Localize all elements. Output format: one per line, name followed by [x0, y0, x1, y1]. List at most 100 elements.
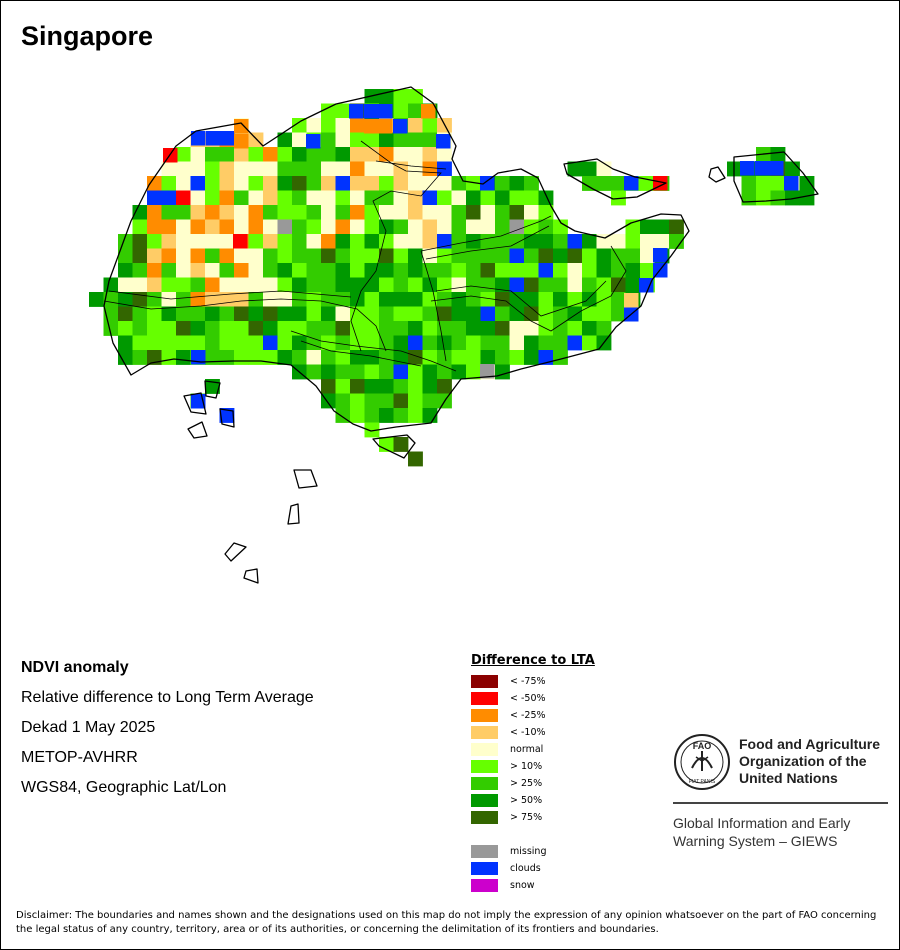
ndvi-pixel [422, 379, 438, 394]
ndvi-pixel [147, 234, 162, 249]
ndvi-pixel [161, 335, 177, 351]
district-line-central [350, 140, 442, 352]
ndvi-pixel [147, 321, 162, 336]
ndvi-pixel [335, 103, 351, 119]
ndvi-pixel [596, 234, 612, 249]
ndvi-pixel [451, 248, 467, 264]
ndvi-pixel [436, 134, 451, 149]
ndvi-pixel [408, 451, 423, 467]
ndvi-pixel [408, 161, 423, 177]
ndvi-pixel [582, 321, 597, 336]
ndvi-pixel [147, 335, 162, 351]
ndvi-pixel [378, 119, 393, 134]
legend-swatch [471, 726, 498, 739]
legend-swatch [471, 777, 498, 790]
ndvi-pixel [350, 263, 365, 278]
ndvi-pixel [422, 335, 438, 351]
ndvi-pixel [524, 277, 539, 293]
ndvi-pixel [480, 219, 496, 235]
ndvi-pixel [379, 234, 394, 249]
ndvi-pixel [480, 176, 495, 191]
ndvi-pixel [538, 248, 554, 264]
district-line-central-2 [375, 160, 447, 170]
ndvi-pixel [205, 335, 220, 351]
ndvi-pixel [335, 205, 351, 220]
ndvi-pixel [306, 234, 322, 249]
ndvi-pixel [379, 147, 394, 162]
ndvi-pixel [219, 219, 235, 235]
ndvi-pixel [437, 263, 452, 278]
ndvi-pixel [118, 248, 133, 264]
ndvi-pixel [306, 118, 322, 133]
ndvi-pixel [349, 104, 364, 119]
ndvi-pixel [321, 364, 336, 380]
ndvi-pixel [147, 277, 162, 293]
ndvi-pixel [248, 292, 264, 307]
ndvi-pixel [118, 263, 133, 278]
island-sw-2 [183, 392, 207, 415]
ndvi-pixel [292, 234, 307, 249]
ndvi-pixel [176, 176, 191, 191]
island-south-3 [224, 542, 247, 562]
ndvi-pixel [147, 219, 162, 235]
giews-name: Global Information and Early Warning Sys… [673, 815, 851, 849]
legend-extra: missing clouds snow [471, 843, 595, 894]
ndvi-pixel [321, 321, 336, 336]
ndvi-pixel [176, 205, 191, 220]
ndvi-pixel [234, 263, 249, 278]
ndvi-pixel [248, 248, 264, 264]
ndvi-pixel [538, 263, 554, 278]
ndvi-pixel [205, 190, 220, 206]
ndvi-pixel [408, 190, 423, 206]
legend-swatch [471, 879, 498, 892]
legend-item: > 10% [471, 758, 595, 775]
ndvi-pixel [306, 292, 322, 307]
ndvi-pixel [321, 219, 336, 235]
ndvi-pixel [234, 161, 249, 177]
country-boundaries [103, 86, 819, 584]
ndvi-pixel [393, 393, 409, 409]
ndvi-pixel [480, 350, 496, 365]
ndvi-pixel [335, 350, 351, 365]
ndvi-pixel [495, 263, 510, 278]
ndvi-pixel [393, 292, 409, 307]
ndvi-pixel [422, 292, 438, 307]
ndvi-pixel [567, 306, 583, 322]
ndvi-pixel [350, 205, 365, 220]
ndvi-pixel [132, 263, 148, 278]
ndvi-pixel [379, 89, 394, 104]
ndvi-pixel [306, 277, 322, 293]
ndvi-pixel [118, 277, 133, 293]
ndvi-pixel [437, 176, 452, 191]
ndvi-pixel [190, 205, 206, 220]
ndvi-pixel [524, 321, 539, 336]
ndvi-pixel [321, 205, 336, 220]
ndvi-pixel [393, 205, 409, 220]
ndvi-pixel [451, 335, 467, 351]
ndvi-pixel [451, 350, 467, 365]
ndvi-pixel [206, 131, 221, 146]
ndvi-pixel [422, 190, 438, 206]
info-line: Relative difference to Long Term Average [21, 689, 314, 706]
ndvi-pixel [567, 161, 583, 177]
ndvi-pixel [277, 321, 293, 336]
ndvi-pixel [306, 219, 322, 235]
ndvi-pixel [118, 335, 133, 351]
ndvi-pixel [669, 219, 684, 235]
ndvi-pixel [466, 277, 481, 293]
district-boundaries [103, 140, 627, 372]
ndvi-pixel [379, 277, 394, 293]
ndvi-pixel [437, 190, 452, 206]
legend-swatch [471, 862, 498, 875]
ndvi-pixel [408, 89, 423, 104]
ndvi-pixel [335, 234, 351, 249]
ndvi-pixel [640, 263, 655, 278]
legend-label: snow [510, 880, 535, 891]
ndvi-pixel [190, 190, 206, 206]
ndvi-pixel [422, 118, 438, 133]
ndvi-pixel [654, 219, 670, 235]
ndvi-pixel [524, 350, 539, 365]
fao-logo-icon: FAO FIAT PANIS [674, 734, 730, 790]
ndvi-pixel [524, 292, 539, 307]
legend-item: normal [471, 741, 595, 758]
